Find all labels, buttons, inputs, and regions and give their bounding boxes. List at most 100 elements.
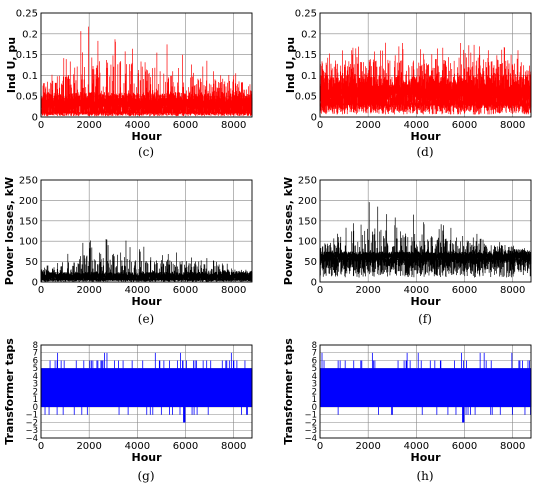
x-tick-label: 0 xyxy=(317,441,323,452)
panel-caption: (e) xyxy=(138,312,154,326)
y-tick-label: 6 xyxy=(312,356,317,366)
y-tick-label: 0.1 xyxy=(22,71,38,82)
y-tick-label: 4 xyxy=(33,372,38,382)
x-tick-label: 8000 xyxy=(221,441,246,452)
y-tick-label: 0.2 xyxy=(22,29,38,40)
y-tick-label: 3 xyxy=(33,380,38,390)
y-tick-label: 4 xyxy=(312,372,317,382)
y-axis-label: Ind U, pu xyxy=(284,37,297,93)
y-tick-label: 3 xyxy=(312,380,317,390)
y-tick-label: 100 xyxy=(19,237,38,248)
x-tick-label: 6000 xyxy=(173,285,198,296)
x-tick-label: 0 xyxy=(38,285,44,296)
x-tick-label: 6000 xyxy=(173,120,198,131)
x-tick-label: 6000 xyxy=(452,441,477,452)
x-tick-label: 2000 xyxy=(76,120,101,131)
y-tick-label: −1 xyxy=(25,411,38,421)
panel-caption: (h) xyxy=(416,469,433,483)
y-tick-label: 0 xyxy=(32,113,38,124)
x-tick-label: 2000 xyxy=(355,441,380,452)
x-tick-label: 2000 xyxy=(76,285,101,296)
y-tick-label: −4 xyxy=(304,434,317,444)
x-tick-label: 8000 xyxy=(221,120,246,131)
x-axis-label: Hour xyxy=(131,130,162,143)
y-tick-label: 0.25 xyxy=(16,9,38,20)
y-tick-label: 0.25 xyxy=(295,9,317,20)
y-axis-label: Power losses, kW xyxy=(3,177,16,285)
y-tick-label: 1 xyxy=(33,395,38,405)
x-axis-label: Hour xyxy=(410,295,441,308)
y-tick-label: 0.15 xyxy=(16,50,38,61)
x-tick-label: 6000 xyxy=(452,285,477,296)
y-tick-label: 0 xyxy=(311,278,317,289)
y-tick-label: 8 xyxy=(312,341,317,351)
y-tick-label: 0 xyxy=(311,113,317,124)
x-axis-label: Hour xyxy=(131,451,162,464)
y-tick-label: −1 xyxy=(304,411,317,421)
y-tick-label: −2 xyxy=(25,418,38,428)
y-axis-label: Transformer taps xyxy=(282,338,295,445)
y-tick-label: 0.05 xyxy=(16,92,38,103)
plot-frame xyxy=(40,179,253,283)
x-tick-label: 8000 xyxy=(500,120,525,131)
y-tick-label: 1 xyxy=(312,395,317,405)
y-tick-label: 0.2 xyxy=(301,29,317,40)
y-axis-label: Transformer taps xyxy=(3,338,16,445)
x-tick-label: 0 xyxy=(317,285,323,296)
x-tick-label: 2000 xyxy=(76,441,101,452)
panel-caption: (f) xyxy=(418,312,432,326)
y-tick-label: 0.1 xyxy=(301,71,317,82)
chart-c: 0 0.05 0.1 0.15 0.2 0.25 0 2000 4000 6000 8000 Hour… xyxy=(5,9,253,159)
panel-caption: (g) xyxy=(137,469,154,483)
plot-frame xyxy=(319,12,532,118)
panel-caption: (d) xyxy=(416,145,433,159)
y-tick-label: 5 xyxy=(312,364,317,374)
y-tick-label: −3 xyxy=(25,426,38,436)
y-tick-label: −4 xyxy=(25,434,38,444)
y-tick-label: 5 xyxy=(33,364,38,374)
y-tick-label: 0 xyxy=(33,403,38,413)
x-tick-label: 4000 xyxy=(404,120,429,131)
chart-f: 0 50 100 150 200 250 0 2000 4000 6000 8000 Hour Powe… xyxy=(282,176,532,326)
x-tick-label: 4000 xyxy=(404,285,429,296)
y-tick-label: 200 xyxy=(19,196,38,207)
y-tick-label: 250 xyxy=(298,176,317,187)
x-tick-label: 6000 xyxy=(173,441,198,452)
x-axis-label: Hour xyxy=(410,451,441,464)
x-tick-label: 8000 xyxy=(221,285,246,296)
y-tick-label: 0 xyxy=(312,403,317,413)
y-tick-label: 50 xyxy=(304,257,317,268)
plot-frame xyxy=(40,344,253,439)
x-axis-label: Hour xyxy=(131,295,162,308)
y-axis-label: Ind U, pu xyxy=(5,37,18,93)
x-tick-label: 0 xyxy=(38,441,44,452)
y-tick-label: 150 xyxy=(19,216,38,227)
plot-frame xyxy=(319,179,532,283)
x-tick-label: 4000 xyxy=(125,441,150,452)
y-axis-label: Power losses, kW xyxy=(282,177,295,285)
y-tick-label: 0.15 xyxy=(295,50,317,61)
x-tick-label: 2000 xyxy=(355,120,380,131)
y-tick-label: −3 xyxy=(304,426,317,436)
y-tick-label: 0 xyxy=(32,278,38,289)
y-tick-label: 2 xyxy=(33,387,38,397)
x-tick-label: 4000 xyxy=(125,120,150,131)
y-tick-label: 2 xyxy=(312,387,317,397)
x-tick-label: 2000 xyxy=(355,285,380,296)
x-tick-label: 8000 xyxy=(500,285,525,296)
y-tick-label: 100 xyxy=(298,237,317,248)
x-tick-label: 4000 xyxy=(125,285,150,296)
y-tick-label: −2 xyxy=(304,418,317,428)
x-axis-label: Hour xyxy=(410,130,441,143)
y-tick-label: 6 xyxy=(33,356,38,366)
x-tick-label: 0 xyxy=(317,120,323,131)
plot-frame xyxy=(40,12,253,118)
plot-frame xyxy=(319,344,532,439)
y-tick-label: 50 xyxy=(25,257,38,268)
series-c xyxy=(40,26,253,117)
y-tick-label: 250 xyxy=(19,176,38,187)
y-tick-label: 7 xyxy=(312,349,317,359)
